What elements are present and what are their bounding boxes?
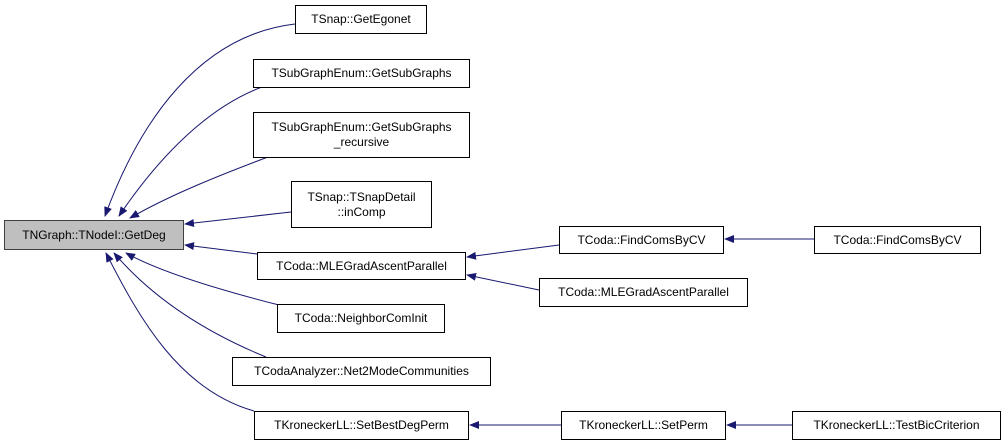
edge-subgraphs-recursive (129, 156, 269, 219)
node-neighbor-com-init[interactable]: TCoda::NeighborComInit (277, 304, 445, 333)
node-get-subgraphs[interactable]: TSubGraphEnum::GetSubGraphs (253, 59, 470, 88)
node-set-best-deg-perm[interactable]: TKroneckerLL::SetBestDegPerm (254, 411, 469, 440)
root-node: TNGraph::TNodeI::GetDeg (4, 220, 184, 250)
node-set-perm[interactable]: TKroneckerLL::SetPerm (561, 411, 726, 440)
edge-setbestdeg (105, 252, 255, 412)
node-get-subgraphs-recursive[interactable]: TSubGraphEnum::GetSubGraphs _recursive (253, 112, 470, 158)
edge-subgraphs (118, 86, 263, 217)
edge-egonet (104, 23, 296, 217)
node-test-bic-criterion[interactable]: TKroneckerLL::TestBicCriterion (792, 411, 1001, 440)
node-get-egonet[interactable]: TSnap::GetEgonet (295, 5, 427, 34)
node-find-coms-by-cv[interactable]: TCoda::FindComsByCV (559, 226, 724, 254)
node-net2mode-communities[interactable]: TCodaAnalyzer::Net2ModeCommunities (232, 357, 491, 386)
edge-incomp (184, 211, 292, 227)
node-mle-grad-ascent-parallel-2[interactable]: TCoda::MLEGradAscentParallel (539, 278, 748, 307)
node-incomp[interactable]: TSnap::TSnapDetail ::inComp (291, 181, 432, 228)
edge-neighborcom (125, 252, 280, 306)
edge-mlegrad2 (466, 272, 540, 291)
edge-net2mode (113, 252, 267, 358)
edge-findcoms1 (466, 244, 560, 260)
node-find-coms-by-cv-2[interactable]: TCoda::FindComsByCV (814, 226, 981, 254)
edge-mlegrad (184, 242, 258, 255)
node-mle-grad-ascent-parallel[interactable]: TCoda::MLEGradAscentParallel (257, 252, 466, 280)
